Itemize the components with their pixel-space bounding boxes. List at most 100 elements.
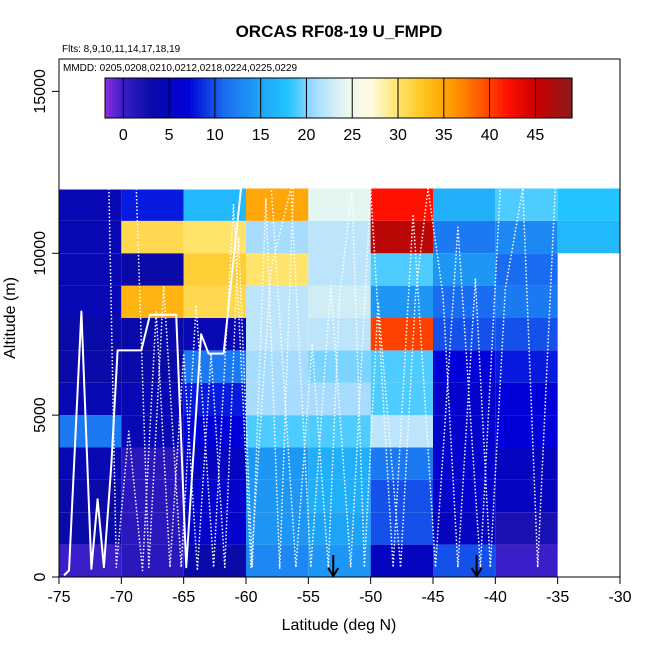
colorbar-segment	[396, 78, 402, 118]
colorbar-segment	[486, 78, 491, 118]
flight-tracks	[58, 181, 556, 577]
colorbar-segment	[521, 78, 526, 118]
colorbar-segment	[276, 78, 281, 118]
colorbar-segment	[210, 78, 215, 118]
colorbar-tick-label: 40	[481, 127, 499, 144]
heatmap-cell	[370, 447, 433, 480]
heatmap-cell	[370, 382, 433, 416]
colorbar-segment	[322, 78, 328, 118]
heatmap-cell	[246, 447, 309, 480]
flight-track	[135, 187, 502, 569]
heatmap-cell	[557, 188, 620, 221]
colorbar-segment	[369, 78, 375, 118]
heatmap-cell	[495, 318, 558, 351]
colorbar-tick-label: 30	[389, 127, 407, 144]
heatmap-cell	[121, 447, 184, 480]
colorbar-segment	[474, 78, 480, 118]
heatmap-cell	[183, 253, 246, 286]
colorbar-segment	[272, 78, 277, 118]
x-tick-label: -55	[297, 589, 320, 606]
heatmap-cell	[59, 382, 122, 416]
x-tick-label: -45	[421, 589, 444, 606]
heatmap-cell	[495, 220, 558, 254]
colorbar: 0 5 10 15 20 25 30 35 40 45	[104, 77, 573, 144]
heatmap-cell	[246, 350, 309, 383]
colorbar-segment	[416, 78, 421, 118]
heatmap-cell	[59, 253, 122, 286]
colorbar-tick-label: 25	[343, 127, 361, 144]
heatmap-cell	[495, 512, 558, 545]
heatmap-cell	[308, 285, 371, 318]
colorbar-segment	[299, 78, 305, 118]
heatmap-cell	[308, 512, 371, 545]
heatmap-cell	[121, 512, 184, 545]
colorbar-segment	[346, 78, 351, 118]
chart-title: ORCAS RF08-19 U_FMPD	[236, 22, 443, 41]
colorbar-segment	[529, 78, 534, 118]
heatmap-cell	[433, 285, 496, 318]
heatmap-cell	[246, 253, 309, 286]
colorbar-segment	[202, 78, 207, 118]
heatmap-cell	[433, 220, 496, 254]
colorbar-segment	[163, 78, 168, 118]
colorbar-segment	[428, 78, 433, 118]
heatmap-cell	[433, 415, 496, 448]
colorbar-segment	[560, 78, 565, 118]
heatmap-cell	[183, 415, 246, 448]
x-tick-label: -70	[110, 589, 133, 606]
heatmap-cell	[246, 415, 309, 448]
colorbar-segment	[540, 78, 546, 118]
heatmap-cell	[183, 512, 246, 545]
arrow-head	[470, 567, 483, 578]
colorbar-segment	[108, 78, 114, 118]
colorbar-segment	[334, 78, 340, 118]
colorbar-segment	[120, 78, 126, 118]
colorbar-segment	[377, 78, 382, 118]
heatmap-cell	[121, 544, 184, 577]
colorbar-segment	[447, 78, 452, 118]
heatmap-cell	[433, 350, 496, 383]
heatmap-cell	[433, 253, 496, 286]
colorbar-segment	[556, 78, 561, 118]
heatmap-cell	[433, 479, 496, 513]
colorbar-segment	[536, 78, 542, 118]
colorbar-segment	[295, 78, 301, 118]
colorbar-segment	[190, 78, 196, 118]
colorbar-segment	[466, 78, 472, 118]
colorbar-segment	[186, 78, 192, 118]
colorbar-segment	[490, 78, 495, 118]
colorbar-segment	[400, 78, 406, 118]
colorbar-segment	[373, 78, 379, 118]
colorbar-segment	[420, 78, 425, 118]
colorbar-segment	[260, 78, 266, 118]
x-axis-label: Latitude (deg N)	[282, 617, 397, 634]
colorbar-tick-label: 10	[206, 127, 224, 144]
colorbar-segment	[291, 78, 297, 118]
x-tick-label: -50	[359, 589, 382, 606]
flight-track	[108, 188, 295, 572]
colorbar-segment	[505, 78, 511, 118]
heatmap-cell	[370, 479, 433, 513]
colorbar-segment	[264, 78, 270, 118]
heatmap-cell	[370, 253, 433, 286]
colorbar-tick-label: 20	[298, 127, 316, 144]
heatmap-cell	[121, 188, 184, 221]
heatmap-cell	[183, 479, 246, 513]
colorbar-segment	[194, 78, 199, 118]
colorbar-segment	[478, 78, 484, 118]
colorbar-segment	[381, 78, 386, 118]
colorbar-segment	[256, 78, 262, 118]
heatmap-cell	[433, 318, 496, 351]
heatmap-cell	[183, 318, 246, 351]
heatmap-cell	[495, 447, 558, 480]
heatmap-cell	[308, 479, 371, 513]
heatmap-cell	[495, 479, 558, 513]
heatmap-cell	[495, 382, 558, 416]
flights-note: Flts: 8,9,10,11,14,17,18,19	[62, 44, 181, 55]
colorbar-segment	[315, 78, 320, 118]
heatmap-cell	[183, 188, 246, 221]
heatmap-cell	[121, 415, 184, 448]
colorbar-segment	[494, 78, 499, 118]
colorbar-segment	[116, 78, 122, 118]
